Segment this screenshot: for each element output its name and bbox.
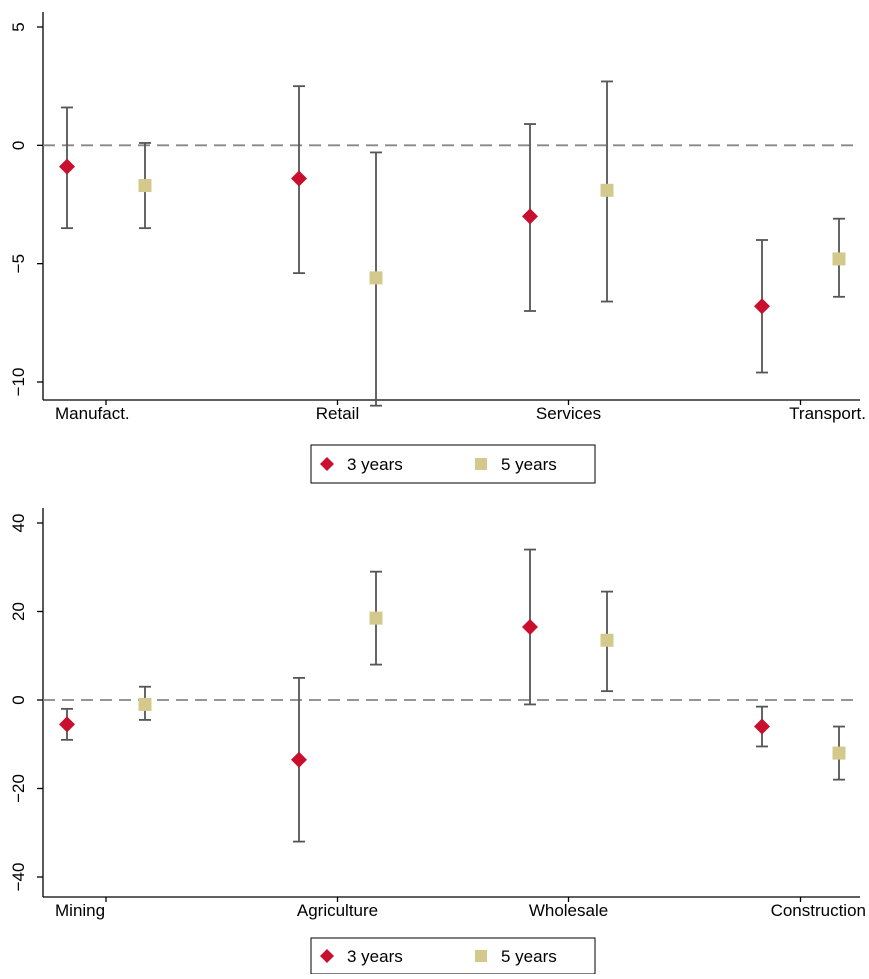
y-tick-label: −5: [9, 254, 28, 273]
data-point-5-years: [600, 633, 614, 647]
legend-marker-3-years: [320, 457, 334, 471]
y-tick-label: 20: [9, 602, 28, 621]
legend-label-3-years: 3 years: [347, 455, 403, 474]
data-point-3-years: [522, 618, 538, 635]
x-tick-label: Transport.: [789, 404, 866, 423]
data-point-3-years: [754, 718, 770, 735]
legend-box: [310, 937, 596, 975]
x-tick-label: Wholesale: [529, 901, 608, 920]
data-point-5-years: [832, 252, 846, 266]
chart-panel-1: 5 0 −5 −10 Manufact. Retail Services Transport.…: [9, 12, 866, 484]
legend-label-3-years: 3 years: [347, 947, 403, 966]
y-tick-label: −20: [9, 774, 28, 803]
data-point-3-years: [59, 158, 75, 175]
x-tick-label: Manufact.: [55, 404, 130, 423]
legend-marker-5-years: [475, 950, 487, 962]
y-tick-label: 5: [9, 22, 28, 31]
data-point-5-years: [600, 183, 614, 197]
legend-marker-3-years: [320, 949, 334, 963]
data-point-3-years: [754, 298, 770, 315]
legend: 3 years 5 years: [310, 937, 596, 975]
data-point-3-years: [522, 208, 538, 225]
chart-panel-2: 40 20 0 −20 −40 Mining Agriculture Wholesale Con…: [9, 508, 866, 975]
legend: 3 years 5 years: [310, 444, 596, 484]
legend-marker-5-years: [475, 458, 487, 470]
y-tick-label: −10: [9, 368, 28, 397]
legend-label-5-years: 5 years: [501, 455, 557, 474]
data-point-5-years: [369, 271, 383, 285]
x-tick-label: Agriculture: [297, 901, 378, 920]
y-tick-label: 0: [9, 695, 28, 704]
legend-label-5-years: 5 years: [501, 947, 557, 966]
x-tick-label: Mining: [55, 901, 105, 920]
data-point-3-years: [59, 716, 75, 733]
data-point-5-years: [138, 697, 152, 711]
y-tick-label: 0: [9, 141, 28, 150]
data-point-5-years: [832, 746, 846, 760]
data-point-3-years: [291, 170, 307, 187]
x-tick-label: Construction: [771, 901, 866, 920]
legend-box: [310, 444, 596, 484]
data-point-5-years: [138, 179, 152, 193]
x-tick-label: Retail: [316, 404, 359, 423]
y-tick-label: 40: [9, 514, 28, 533]
data-point-5-years: [369, 611, 383, 625]
x-tick-label: Services: [536, 404, 601, 423]
data-point-3-years: [291, 751, 307, 768]
y-tick-label: −40: [9, 863, 28, 892]
